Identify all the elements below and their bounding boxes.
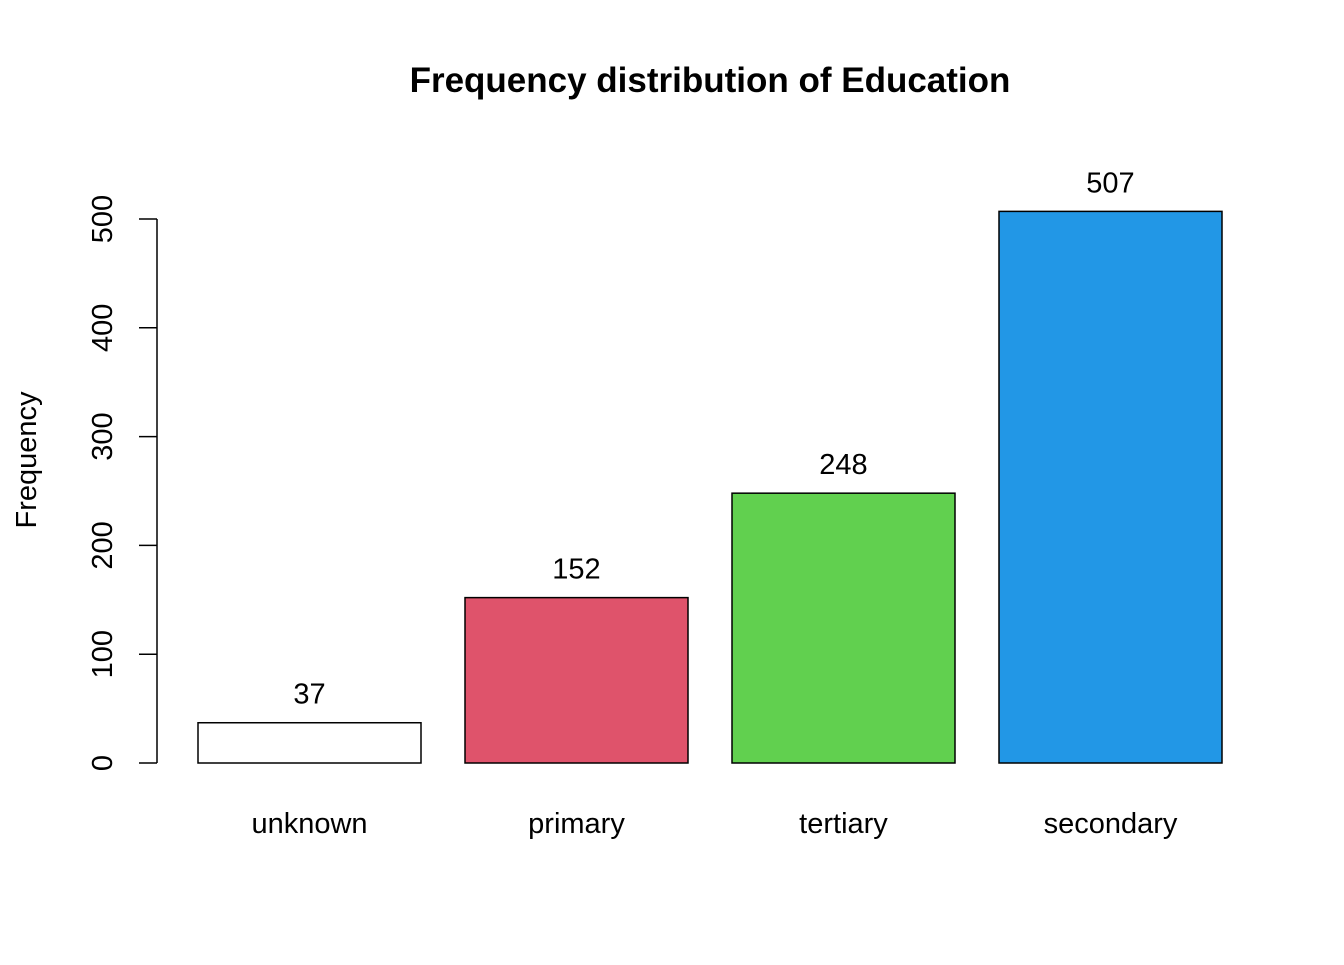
y-axis-label: Frequency: [11, 391, 43, 529]
bar-tertiary: [731, 492, 956, 764]
value-labels: 37 152 248 507: [293, 167, 1134, 710]
value-label-primary: 152: [552, 554, 600, 586]
y-tick-label: 300: [87, 412, 119, 460]
y-ticks: 0 100 200 300 400 500: [87, 195, 157, 771]
y-tick-label: 200: [87, 521, 119, 569]
category-label-unknown: unknown: [251, 808, 367, 840]
y-tick-label: 100: [87, 630, 119, 678]
y-tick-label: 0: [87, 755, 119, 771]
category-label-tertiary: tertiary: [799, 808, 888, 840]
chart-title: Frequency distribution of Education: [410, 61, 1011, 100]
category-label-secondary: secondary: [1044, 808, 1178, 840]
value-label-tertiary: 248: [819, 449, 867, 481]
y-tick-label: 400: [87, 304, 119, 352]
bar-secondary: [998, 210, 1223, 764]
category-label-primary: primary: [528, 808, 625, 840]
bar-unknown: [197, 721, 422, 764]
bars: [197, 210, 1223, 764]
category-labels: unknown primary tertiary secondary: [251, 808, 1177, 840]
value-label-unknown: 37: [293, 679, 325, 711]
value-label-secondary: 507: [1086, 167, 1134, 199]
bar-primary: [464, 596, 689, 764]
y-tick-label: 500: [87, 195, 119, 243]
